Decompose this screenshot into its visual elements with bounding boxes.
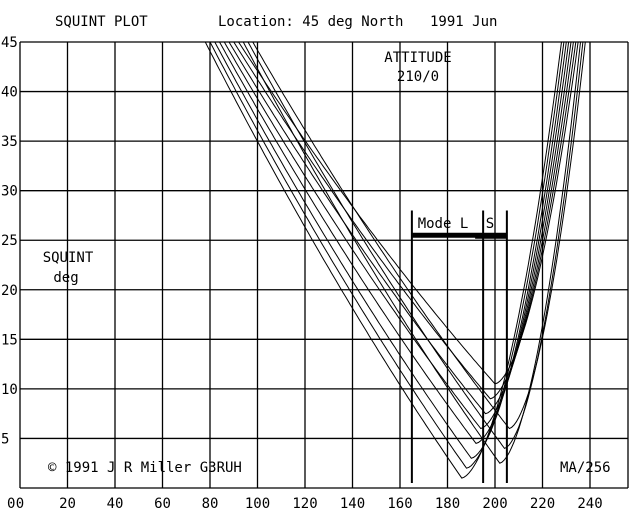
squint-curve	[252, 41, 586, 430]
y-tick-label: 25	[1, 233, 18, 249]
location-label: Location: 45 deg North	[218, 14, 403, 30]
x-tick-label: 240	[577, 496, 602, 512]
x-tick-label: 160	[387, 496, 412, 512]
x-tick-label: 220	[530, 496, 555, 512]
y-axis-label-line1: SQUINT	[43, 250, 94, 266]
y-tick-label: 15	[1, 332, 18, 348]
y-axis-label-line2: deg	[53, 270, 78, 286]
copyright-label: © 1991 J R Miller G3RUH	[48, 460, 242, 476]
squint-curve	[209, 41, 565, 469]
x-tick-label: 180	[435, 496, 460, 512]
tick-labels: 0 20 40 60 80 100 120 140 160 180 200 220 2405101520…	[1, 35, 603, 512]
mode-markers	[410, 210, 508, 484]
y-tick-label: 45	[1, 35, 18, 51]
chart-title: SQUINT PLOT	[55, 14, 148, 30]
ma-label: MA/256	[560, 460, 611, 476]
mode-s-label: S	[486, 216, 494, 232]
x-tick-label: 80	[202, 496, 219, 512]
squint-curve	[247, 41, 584, 450]
y-tick-label: 40	[1, 85, 18, 101]
x-tick-label: 60	[154, 496, 171, 512]
mode-l-label: Mode L	[418, 216, 469, 232]
y-tick-label-zero: 0	[7, 496, 15, 512]
x-tick-label: 120	[292, 496, 317, 512]
grid	[19, 41, 629, 489]
y-tick-label: 5	[1, 431, 9, 447]
y-tick-label: 20	[1, 283, 18, 299]
x-tick-label: 0	[16, 496, 24, 512]
y-tick-label: 30	[1, 184, 18, 200]
x-tick-label: 200	[482, 496, 507, 512]
x-tick-label: 40	[107, 496, 124, 512]
x-tick-label: 140	[340, 496, 365, 512]
squint-curve	[223, 41, 572, 430]
y-tick-label: 35	[1, 134, 18, 150]
curves	[204, 41, 586, 479]
date-label: 1991 Jun	[430, 14, 497, 30]
attitude-label: ATTITUDE	[384, 50, 451, 66]
squint-curve	[233, 41, 577, 400]
squint-curve	[238, 41, 579, 385]
squint-curve	[228, 41, 574, 415]
x-tick-label: 100	[245, 496, 270, 512]
squint-curve	[204, 41, 562, 479]
y-tick-label: 10	[1, 382, 18, 398]
x-tick-label: 20	[59, 496, 76, 512]
attitude-value: 210/0	[397, 69, 439, 85]
